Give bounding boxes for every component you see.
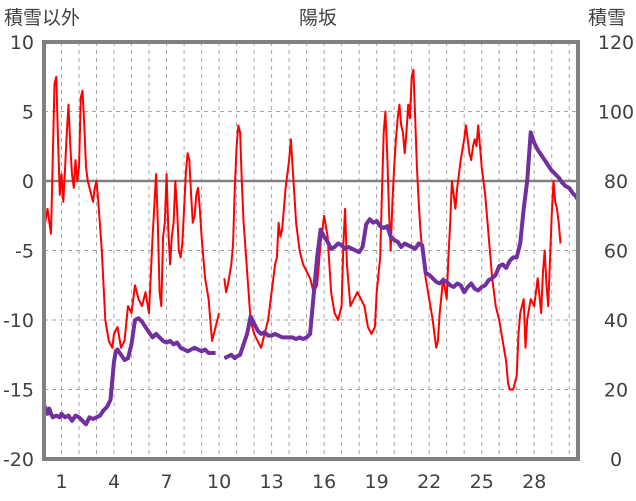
plot-frame xyxy=(42,40,580,461)
x-tick-label: 4 xyxy=(108,471,120,493)
right-tick-label: 60 xyxy=(604,241,628,263)
x-tick-label: 28 xyxy=(522,471,546,493)
right-tick-label: 120 xyxy=(598,32,634,54)
left-tick-label: 0 xyxy=(22,171,34,193)
x-tick-label: 7 xyxy=(161,471,173,493)
left-tick-label: -10 xyxy=(3,310,34,332)
right-tick-label: 0 xyxy=(610,449,622,471)
purple-series-line-2 xyxy=(42,316,216,427)
right-y-ticks: 120 100 80 60 40 20 0 xyxy=(598,32,634,471)
left-axis-label: 積雪以外 xyxy=(4,7,80,29)
x-tick-label: 16 xyxy=(312,471,336,493)
right-tick-label: 20 xyxy=(604,380,628,402)
left-tick-label: -5 xyxy=(15,241,34,263)
right-axis-label: 積雪 xyxy=(588,7,626,29)
left-tick-label: 5 xyxy=(22,102,34,124)
series-layer xyxy=(42,68,580,427)
grid-layer xyxy=(44,41,578,460)
right-tick-label: 40 xyxy=(604,310,628,332)
right-tick-label: 100 xyxy=(598,102,634,124)
red-series-line-0 xyxy=(43,75,221,349)
x-tick-label: 19 xyxy=(365,471,389,493)
x-tick-label: 22 xyxy=(417,471,441,493)
chart-title: 陽坂 xyxy=(299,7,337,29)
left-y-ticks: 10 5 0 -5 -10 -15 -20 xyxy=(3,32,34,471)
x-ticks: 1 4 7 10 13 16 19 22 25 28 xyxy=(55,471,546,493)
purple-series-line-3 xyxy=(223,130,580,361)
red-series-line-1 xyxy=(223,68,562,391)
left-tick-label: -20 xyxy=(3,449,34,471)
left-tick-label: -15 xyxy=(3,380,34,402)
x-tick-label: 1 xyxy=(55,471,67,493)
right-tick-label: 80 xyxy=(604,171,628,193)
x-tick-label: 10 xyxy=(207,471,231,493)
left-tick-label: 10 xyxy=(10,32,34,54)
x-tick-label: 25 xyxy=(470,471,494,493)
x-tick-label: 13 xyxy=(260,471,284,493)
